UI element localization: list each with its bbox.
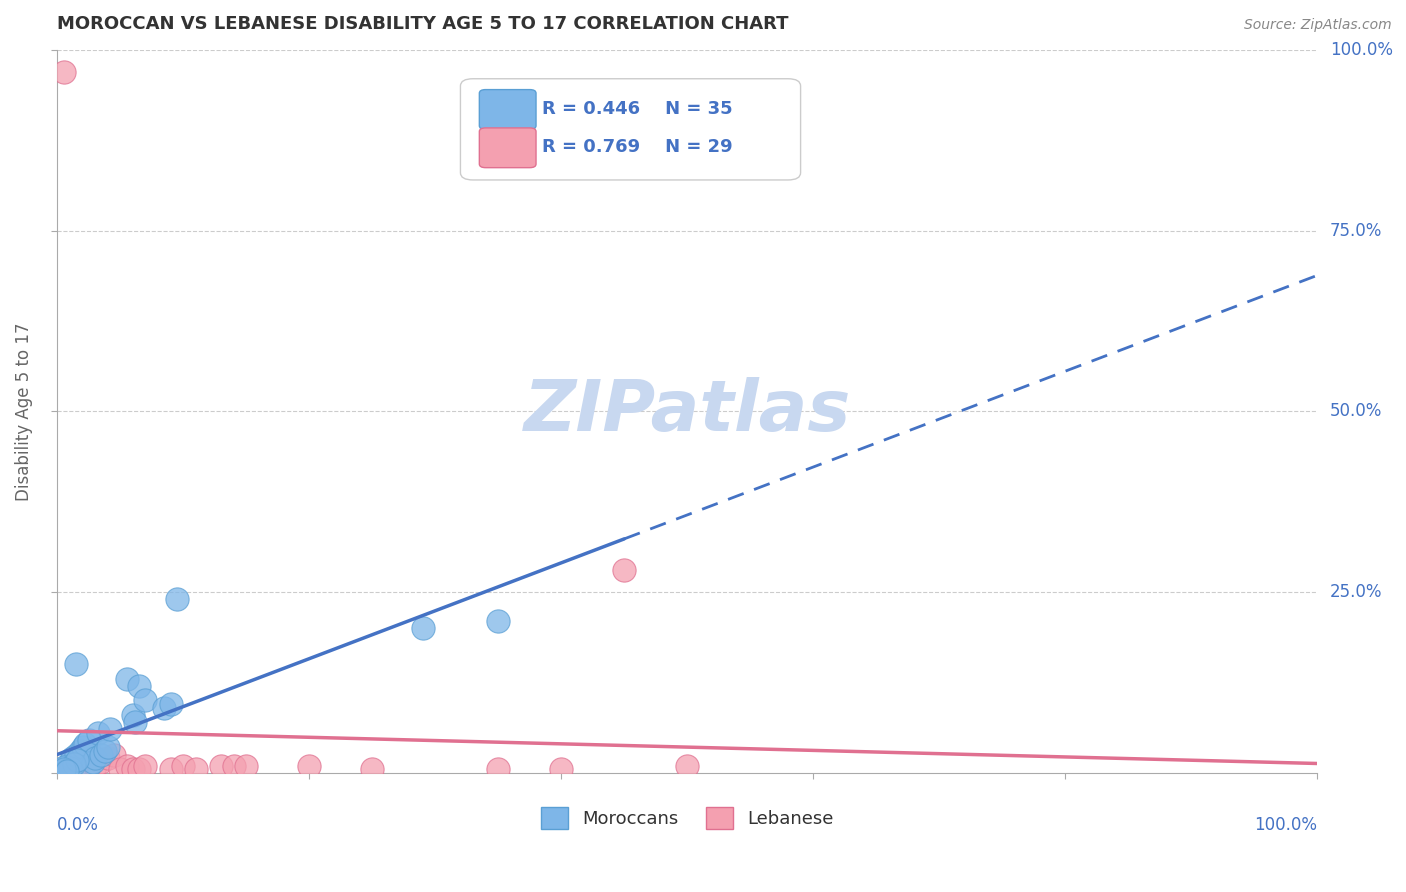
Point xyxy=(166,592,188,607)
Point xyxy=(613,563,636,577)
Point xyxy=(84,751,107,765)
Point xyxy=(159,762,181,776)
Point xyxy=(103,747,125,762)
Y-axis label: Disability Age 5 to 17: Disability Age 5 to 17 xyxy=(15,322,32,500)
Point xyxy=(115,672,138,686)
Point xyxy=(52,760,75,774)
Point xyxy=(486,762,509,776)
Point xyxy=(62,751,84,765)
Point xyxy=(172,758,194,772)
Point xyxy=(184,762,207,776)
Point xyxy=(361,762,384,776)
Point xyxy=(122,762,145,776)
Text: ZIPatlas: ZIPatlas xyxy=(523,376,851,446)
Point xyxy=(124,715,146,730)
Point xyxy=(222,758,245,772)
Point xyxy=(62,757,84,772)
Point xyxy=(55,764,77,778)
Point xyxy=(69,751,91,765)
Point xyxy=(65,762,87,776)
Point xyxy=(65,657,87,672)
Point xyxy=(77,758,100,772)
Point xyxy=(62,755,84,769)
Point xyxy=(209,758,232,772)
Point xyxy=(52,64,75,78)
Point xyxy=(90,755,112,769)
Point xyxy=(90,747,112,762)
Text: 0.0%: 0.0% xyxy=(58,816,100,834)
Point xyxy=(298,758,321,772)
Point xyxy=(59,761,82,775)
Text: 25.0%: 25.0% xyxy=(1330,583,1382,601)
Point xyxy=(86,726,108,740)
Point xyxy=(52,762,75,776)
Point xyxy=(128,762,150,776)
Point xyxy=(59,755,82,769)
Point xyxy=(52,762,75,776)
Point xyxy=(72,740,94,755)
Point xyxy=(84,758,107,772)
Point xyxy=(235,758,257,772)
Text: R = 0.769    N = 29: R = 0.769 N = 29 xyxy=(543,138,733,156)
Point xyxy=(159,697,181,711)
Text: 100.0%: 100.0% xyxy=(1254,816,1317,834)
FancyBboxPatch shape xyxy=(460,78,800,180)
Point xyxy=(486,614,509,628)
Point xyxy=(56,764,79,779)
Point xyxy=(153,700,176,714)
Point xyxy=(82,755,104,769)
Text: MOROCCAN VS LEBANESE DISABILITY AGE 5 TO 17 CORRELATION CHART: MOROCCAN VS LEBANESE DISABILITY AGE 5 TO… xyxy=(58,15,789,33)
Point xyxy=(97,740,120,755)
Point xyxy=(97,751,120,765)
Point xyxy=(676,758,699,772)
Point xyxy=(412,621,434,635)
Point xyxy=(122,707,145,722)
Point xyxy=(94,744,117,758)
Text: 100.0%: 100.0% xyxy=(1330,41,1393,59)
Point xyxy=(134,758,156,772)
FancyBboxPatch shape xyxy=(479,89,536,129)
Point xyxy=(69,744,91,758)
Text: R = 0.446    N = 35: R = 0.446 N = 35 xyxy=(543,100,733,118)
Point xyxy=(134,693,156,707)
Point xyxy=(59,762,82,776)
Point xyxy=(73,737,96,751)
Point xyxy=(110,762,132,776)
Text: 50.0%: 50.0% xyxy=(1330,402,1382,420)
Point xyxy=(115,758,138,772)
Legend: Moroccans, Lebanese: Moroccans, Lebanese xyxy=(534,799,841,836)
Point xyxy=(56,758,79,772)
Point xyxy=(77,744,100,758)
Point xyxy=(77,733,100,747)
Point xyxy=(65,747,87,762)
Point xyxy=(550,762,572,776)
FancyBboxPatch shape xyxy=(479,128,536,168)
Text: Source: ZipAtlas.com: Source: ZipAtlas.com xyxy=(1244,18,1392,32)
Point xyxy=(66,753,89,767)
Text: 75.0%: 75.0% xyxy=(1330,221,1382,240)
Point xyxy=(52,762,75,776)
Point xyxy=(56,758,79,772)
Point xyxy=(98,723,121,737)
Point xyxy=(128,679,150,693)
